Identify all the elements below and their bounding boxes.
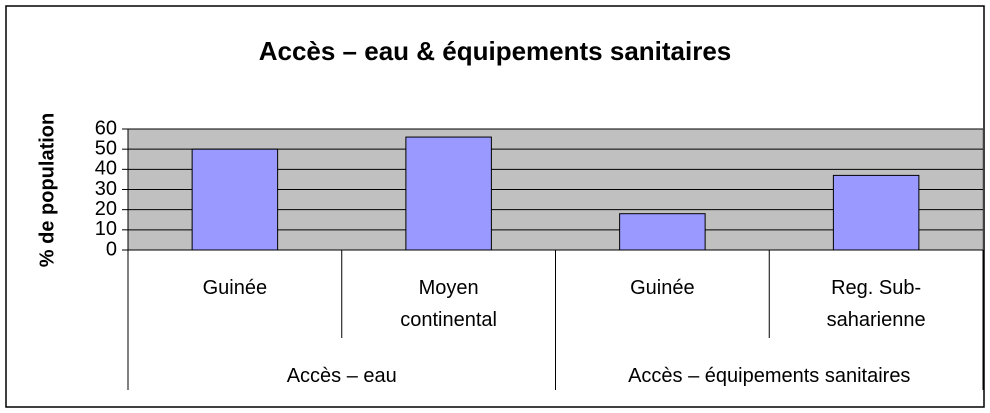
x-tick-label: Moyen continental [400,277,497,331]
y-tick-label: 30 [95,178,117,200]
bar [191,148,279,251]
y-tick-label: 40 [95,158,117,180]
y-tick-label: 60 [95,117,117,139]
x-tick-label: Guinée [630,277,695,299]
chart-title: Accès – eau & équipements sanitaires [259,36,732,66]
y-tick-label: 0 [106,238,117,260]
group-label: Accès – équipements sanitaires [628,365,911,387]
y-axis-label: % de population [36,113,58,267]
bar [832,174,920,251]
group-label: Accès – eau [286,365,397,387]
y-tick-label: 20 [95,198,117,220]
bar [619,213,706,251]
bar [405,136,492,251]
y-tick-label: 50 [95,137,117,159]
y-tick-label: 10 [95,218,117,240]
x-tick-label: Reg. Sub-saharienne [826,277,926,331]
x-tick-label: Guinée [202,277,268,299]
